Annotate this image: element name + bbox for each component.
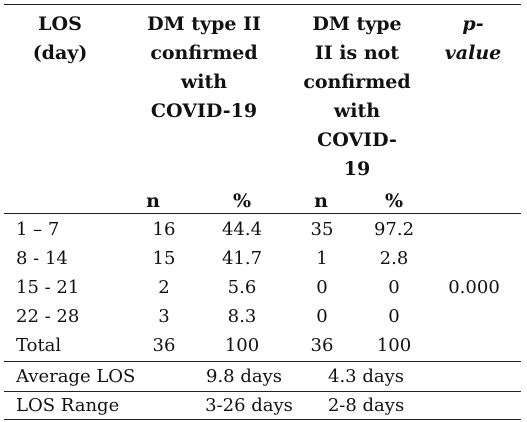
table-cell: 8.3 — [227, 306, 257, 327]
header-bottom-rule — [4, 213, 521, 214]
header-not-confirmed-line: COVID- — [317, 129, 397, 151]
table-row-los: 22 - 28 — [16, 306, 80, 327]
table-cell: 44.4 — [221, 219, 263, 240]
table-row-los: Total — [16, 335, 62, 356]
header-confirmed-line: with — [180, 71, 228, 93]
header-los: LOS (day) — [33, 10, 88, 68]
los-table: LOS (day) DM type II confirmed with COVI… — [4, 4, 521, 420]
table-cell: 5.6 — [227, 277, 257, 298]
summary-label: Average LOS — [16, 366, 136, 387]
pvalue-cell: 0.000 — [448, 277, 500, 298]
subheader-n-confirmed: n — [146, 190, 160, 212]
header-not-confirmed-line: II is not — [314, 42, 400, 64]
header-confirmed-line: DM type II — [147, 13, 261, 35]
table-cell: 1 — [316, 248, 328, 269]
table-cell: 100 — [224, 335, 260, 356]
table-cell: 15 — [152, 248, 176, 269]
header-confirmed-line: confirmed — [150, 42, 258, 64]
subheader-percent-confirmed: % — [232, 190, 252, 212]
header-confirmed: DM type II confirmed with COVID-19 — [147, 10, 261, 126]
summary-label: LOS Range — [16, 395, 120, 416]
table-row-los: 1 – 7 — [16, 219, 60, 240]
summary-not-confirmed: 4.3 days — [327, 366, 405, 387]
summary-top-rule — [4, 361, 521, 362]
header-pvalue-line: value — [444, 42, 502, 64]
summary-not-confirmed: 2-8 days — [327, 395, 405, 416]
header-confirmed-line: COVID-19 — [150, 100, 258, 122]
table-cell: 0 — [388, 277, 400, 298]
header-not-confirmed-line: 19 — [343, 158, 371, 180]
table-cell: 35 — [310, 219, 334, 240]
table-cell: 36 — [310, 335, 334, 356]
table-bottom-rule — [4, 419, 521, 420]
header-not-confirmed-line: confirmed — [303, 71, 411, 93]
header-not-confirmed: DM type II is not confirmed with COVID- … — [303, 10, 410, 184]
table-cell: 100 — [376, 335, 412, 356]
table-cell: 0 — [388, 306, 400, 327]
table-cell: 97.2 — [373, 219, 415, 240]
header-pvalue: p- value — [445, 10, 501, 68]
summary-confirmed: 3-26 days — [205, 395, 293, 416]
header-not-confirmed-line: with — [333, 100, 381, 122]
header-los-line: LOS — [38, 13, 82, 35]
subheader-percent-not-confirmed: % — [384, 190, 404, 212]
summary-mid-rule — [4, 391, 521, 392]
table-top-rule — [4, 4, 521, 5]
header-los-line: (day) — [32, 42, 88, 64]
table-cell: 0 — [316, 306, 328, 327]
table-cell: 16 — [152, 219, 176, 240]
table-cell: 3 — [158, 306, 170, 327]
table-cell: 2 — [158, 277, 170, 298]
table-cell: 36 — [152, 335, 176, 356]
table-row-los: 15 - 21 — [16, 277, 80, 298]
table-cell: 0 — [316, 277, 328, 298]
header-pvalue-line: p- — [462, 13, 484, 35]
subheader-n-not-confirmed: n — [314, 190, 328, 212]
table-cell: 2.8 — [379, 248, 409, 269]
header-not-confirmed-line: DM type — [312, 13, 402, 35]
table-row-los: 8 - 14 — [16, 248, 68, 269]
summary-confirmed: 9.8 days — [205, 366, 283, 387]
table-cell: 41.7 — [221, 248, 263, 269]
